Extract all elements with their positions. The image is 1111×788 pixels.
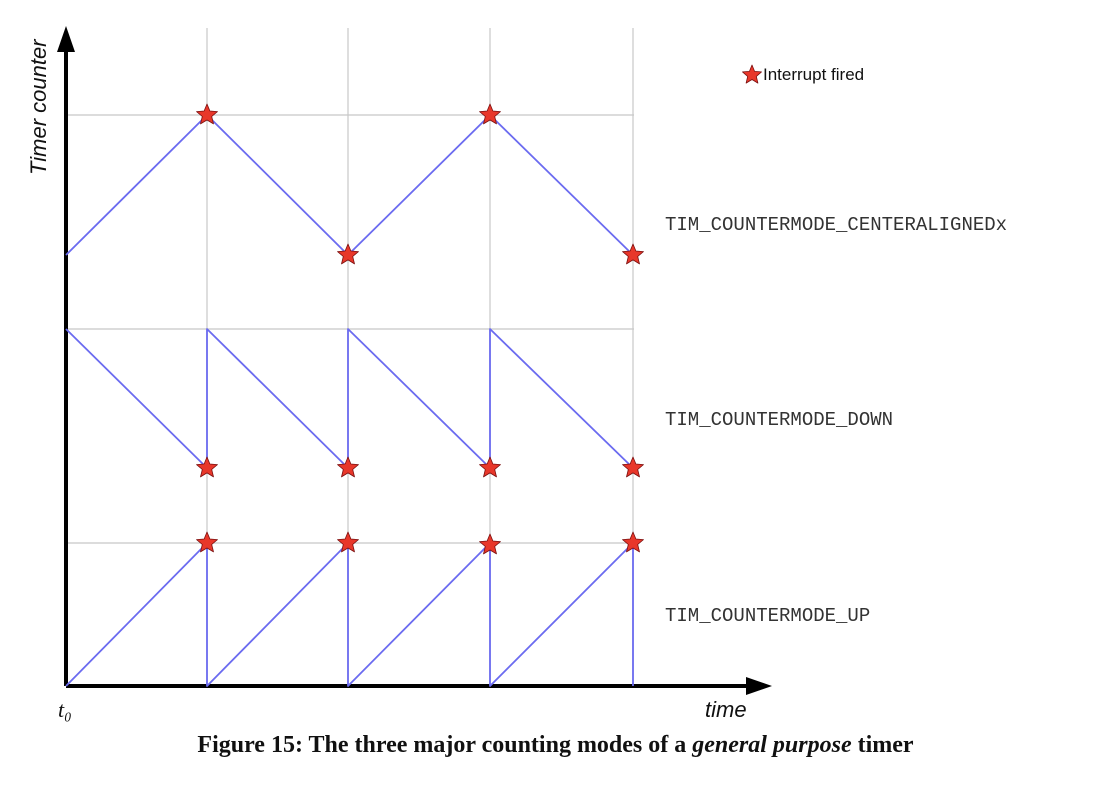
interrupt-star-icon — [479, 103, 501, 125]
counter-waveforms — [65, 114, 634, 687]
grid-lines — [66, 28, 634, 686]
diagram-canvas: Timer counter time t₀ Interrupt fired TI… — [26, 26, 1007, 722]
interrupt-star-icon — [742, 64, 762, 84]
y-axis-label: Timer counter — [26, 38, 51, 175]
caption-prefix: Figure 15: The three major counting mode… — [197, 732, 693, 758]
interrupt-star-icon — [337, 531, 359, 553]
interrupt-star-icon — [742, 64, 762, 84]
interrupt-star-icon — [479, 456, 501, 478]
legend: Interrupt fired — [742, 64, 864, 84]
interrupt-star-icon — [337, 456, 359, 478]
waveform-centeraligned — [65, 114, 634, 256]
interrupt-star-icon — [622, 243, 644, 265]
waveform-down — [65, 328, 634, 469]
caption-suffix: timer — [851, 732, 914, 758]
interrupt-star-icon — [622, 456, 644, 478]
interrupt-star-icon — [337, 243, 359, 265]
x-axis-label: time — [705, 697, 747, 722]
x-axis-arrow-icon — [746, 677, 772, 695]
interrupt-star-icon — [479, 533, 501, 555]
interrupt-star-icon — [196, 531, 218, 553]
interrupt-star-icon — [622, 531, 644, 553]
interrupt-markers — [196, 103, 644, 555]
mode-label-down: TIM_COUNTERMODE_DOWN — [665, 409, 893, 431]
legend-label: Interrupt fired — [763, 65, 864, 84]
interrupt-star-icon — [196, 456, 218, 478]
caption-emphasis: general purpose — [692, 732, 852, 758]
figure-caption: Figure 15: The three major counting mode… — [0, 732, 1111, 759]
waveform-up — [65, 542, 634, 687]
origin-label: t₀ — [58, 697, 72, 722]
axes — [57, 26, 772, 695]
y-axis-arrow-icon — [57, 26, 75, 52]
interrupt-star-icon — [196, 103, 218, 125]
mode-label-centeraligned: TIM_COUNTERMODE_CENTERALIGNEDx — [665, 214, 1007, 236]
mode-label-up: TIM_COUNTERMODE_UP — [665, 605, 870, 627]
